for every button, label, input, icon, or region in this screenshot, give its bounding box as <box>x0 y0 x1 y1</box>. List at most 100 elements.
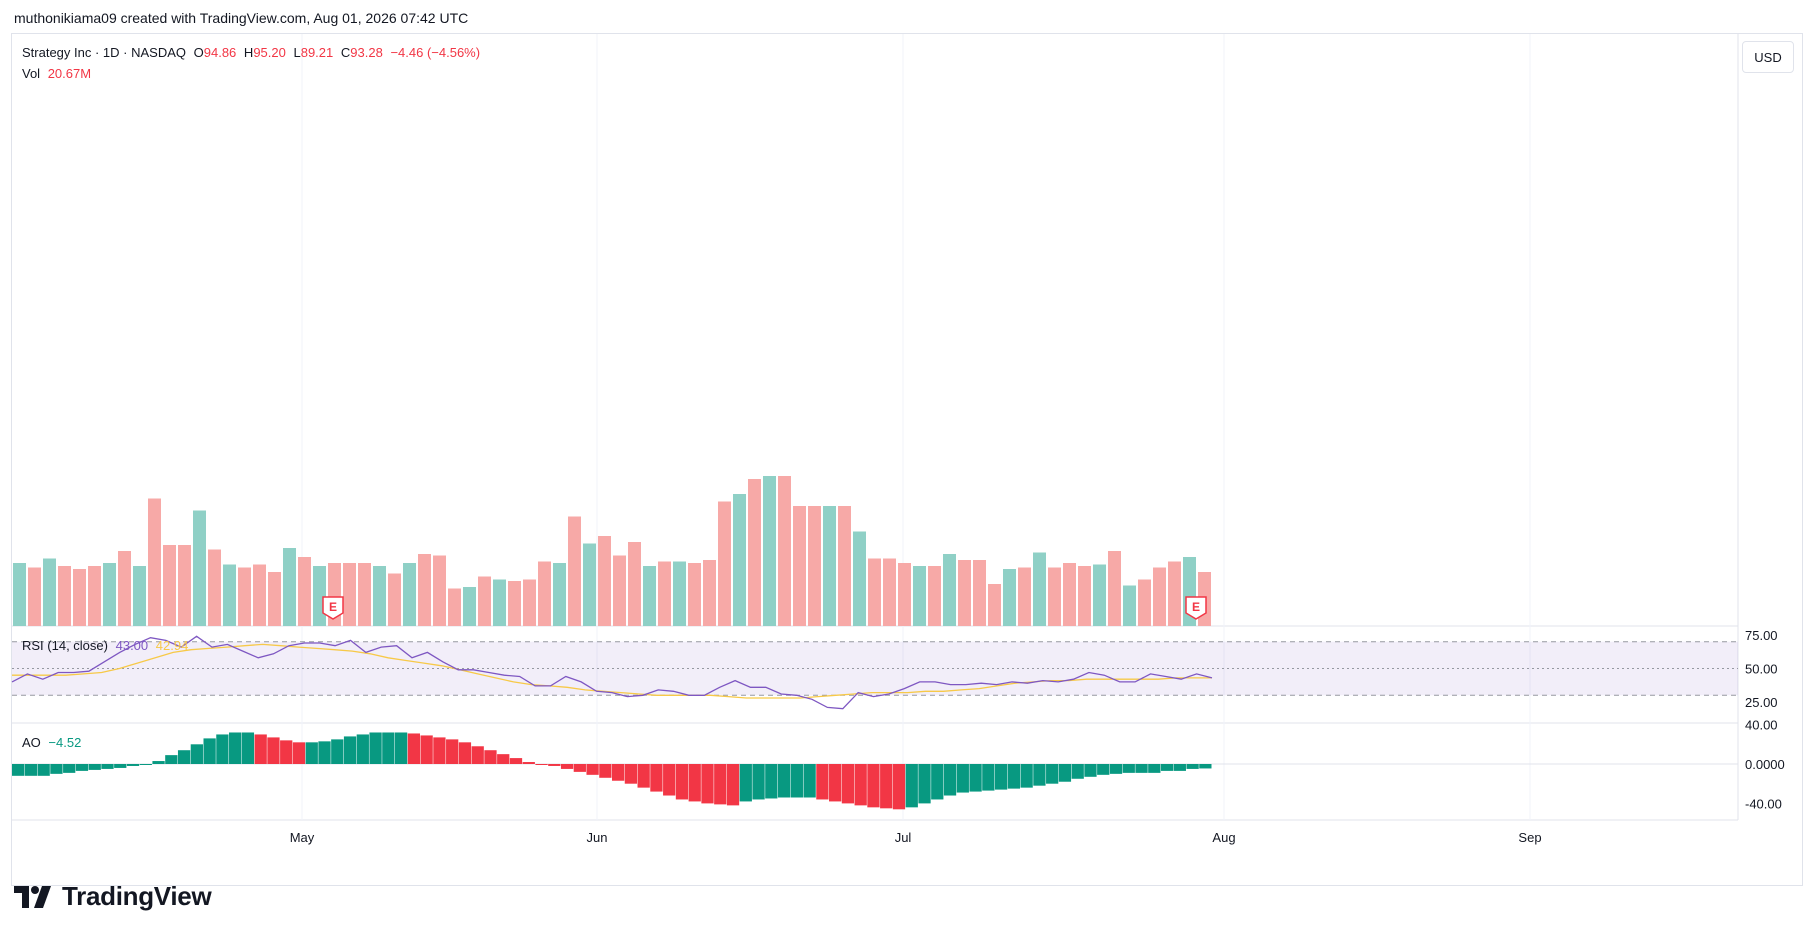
low-value: 89.21 <box>300 45 334 60</box>
volume-label: Vol <box>22 66 41 81</box>
volume-bar <box>538 561 551 626</box>
ao-bar <box>1020 764 1033 788</box>
volume-bar <box>283 548 296 626</box>
volume-bar <box>643 566 656 626</box>
ao-bar <box>1033 764 1046 786</box>
ao-bar <box>280 740 293 764</box>
ao-label[interactable]: AO <box>22 735 41 750</box>
price-legend: Strategy Inc · 1D · NASDAQ O94.86 H95.20… <box>22 45 484 60</box>
ao-axis-label: 40.00 <box>1745 718 1778 733</box>
tradingview-logo[interactable]: TradingView <box>14 881 212 912</box>
ao-bar <box>1173 764 1186 771</box>
ao-bar <box>918 764 931 804</box>
ao-bar <box>803 764 816 798</box>
ao-bar <box>190 744 203 764</box>
currency-button[interactable]: USD <box>1742 41 1794 73</box>
ao-bar <box>433 737 446 764</box>
time-axis-label: Jun <box>587 830 608 845</box>
earnings-marker-label: E <box>1192 600 1200 614</box>
ao-bar <box>1097 764 1110 775</box>
ao-bar <box>407 733 421 764</box>
volume-bar <box>868 558 881 626</box>
ao-bar <box>701 764 714 804</box>
rsi-axis-label: 75.00 <box>1745 628 1778 643</box>
rsi-label[interactable]: RSI (14, close) <box>22 638 108 653</box>
symbol-label[interactable]: Strategy Inc · 1D · NASDAQ <box>22 45 186 60</box>
ao-bar <box>24 764 38 776</box>
high-label: H <box>243 45 254 60</box>
volume-bar <box>463 587 476 626</box>
attribution-text: muthonikiama09 created with TradingView.… <box>14 10 469 26</box>
ao-bar <box>75 764 89 771</box>
volume-bar <box>1093 564 1106 626</box>
ao-bar <box>241 732 255 764</box>
volume-bar <box>1018 567 1031 626</box>
ao-bar <box>548 764 561 766</box>
volume-bar <box>748 479 761 626</box>
ao-bar <box>50 764 63 774</box>
earnings-marker-label: E <box>329 600 337 614</box>
volume-bar <box>343 563 356 626</box>
ao-bar <box>165 755 178 764</box>
volume-bar <box>163 545 176 626</box>
volume-bar <box>628 542 641 626</box>
ao-bar <box>394 732 408 764</box>
volume-bar <box>58 566 71 626</box>
rsi-line <box>11 635 1213 710</box>
ao-bar <box>88 764 101 770</box>
ao-bar <box>446 739 459 764</box>
ao-bar <box>522 762 535 764</box>
ao-bar <box>126 764 140 766</box>
ao-bar <box>560 764 574 769</box>
volume-bar <box>853 531 866 626</box>
ao-bar <box>1160 764 1174 771</box>
ao-bar <box>369 732 382 764</box>
volume-bar <box>268 572 281 626</box>
time-axis-label: Sep <box>1518 830 1541 845</box>
volume-bar <box>688 563 701 626</box>
ao-bar <box>841 764 855 804</box>
volume-bar <box>1123 585 1136 626</box>
volume-bar <box>373 566 386 626</box>
ao-bar <box>1135 764 1148 773</box>
ao-bar <box>599 764 612 778</box>
ao-bar <box>624 764 638 784</box>
change-value: −4.46 (−4.56%) <box>390 45 481 60</box>
ao-value: −4.52 <box>48 735 82 750</box>
ao-bar <box>854 764 867 806</box>
ao-bar <box>1199 764 1212 769</box>
ao-bar <box>1109 764 1123 774</box>
volume-bar <box>1003 569 1016 626</box>
volume-bar <box>433 555 446 626</box>
ao-bar <box>101 764 114 769</box>
ao-bar <box>867 764 880 808</box>
ao-bar <box>305 742 318 764</box>
volume-bar <box>943 554 956 626</box>
rsi-legend: RSI (14, close) 43.00 42.94 <box>22 638 192 653</box>
ao-bar <box>318 741 331 764</box>
earnings-marker <box>322 596 344 620</box>
ao-legend: AO −4.52 <box>22 735 85 750</box>
ao-bar <box>739 764 752 802</box>
ao-bar <box>637 764 650 788</box>
volume-bar <box>1153 567 1166 626</box>
ao-bar <box>331 739 344 764</box>
volume-bar <box>238 567 251 626</box>
rsi-value: 43.00 <box>115 638 149 653</box>
volume-bar <box>733 494 746 626</box>
volume-bar <box>823 506 836 626</box>
volume-bar <box>658 561 671 626</box>
rsi-ma-value: 42.94 <box>155 638 189 653</box>
open-value: 94.86 <box>203 45 237 60</box>
ao-bar <box>420 735 433 764</box>
ao-bar <box>969 764 982 792</box>
tradingview-logo-icon <box>14 885 51 908</box>
volume-bar <box>1063 563 1076 626</box>
ao-bar <box>1058 764 1072 782</box>
time-axis-label: May <box>290 830 315 845</box>
ao-bar <box>343 736 357 764</box>
ao-bar <box>292 742 306 764</box>
high-value: 95.20 <box>253 45 286 60</box>
rsi-axis-label: 25.00 <box>1745 695 1778 710</box>
